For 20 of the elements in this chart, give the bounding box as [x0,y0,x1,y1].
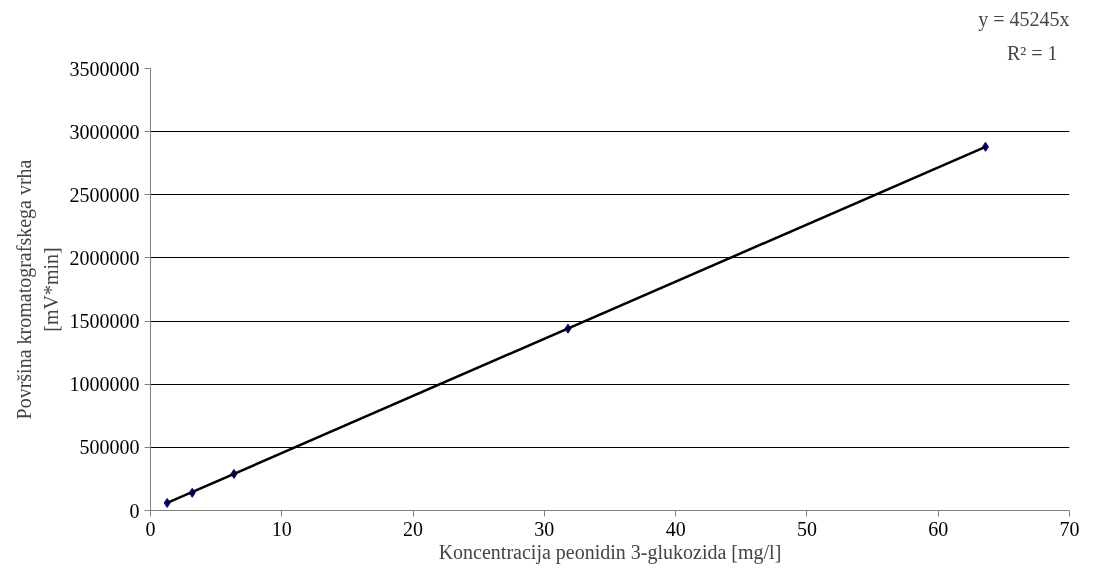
y-tick-label: 1000000 [69,373,140,396]
x-tick-label: 30 [534,517,555,540]
x-tick-label: 70 [1059,517,1080,540]
y-tick-label: 1500000 [69,310,140,333]
y-axis-title: Površina kromatografskega vrha [mV*min] [13,159,62,420]
x-tick-label: 60 [928,517,949,540]
y-tick-label: 3500000 [69,57,140,80]
x-tick-label: 0 [145,517,156,540]
y-tick-label: 3000000 [69,120,140,143]
text: R² = 1 [1006,41,1058,64]
y-tick-label: 500000 [79,436,140,459]
y-tick-label: 2500000 [69,183,140,206]
x-tick-label: 50 [796,517,817,540]
x-tick-label: 10 [271,517,292,540]
text: y = 45245x [978,7,1070,31]
x-axis-title: Koncentracija peonidin 3-glukozida [mg/l] [438,540,782,564]
x-tick-label: 20 [403,517,424,540]
y-tick-label: 2000000 [69,246,140,269]
x-tick-label: 40 [665,517,686,540]
y-tick-label: 0 [129,499,140,522]
